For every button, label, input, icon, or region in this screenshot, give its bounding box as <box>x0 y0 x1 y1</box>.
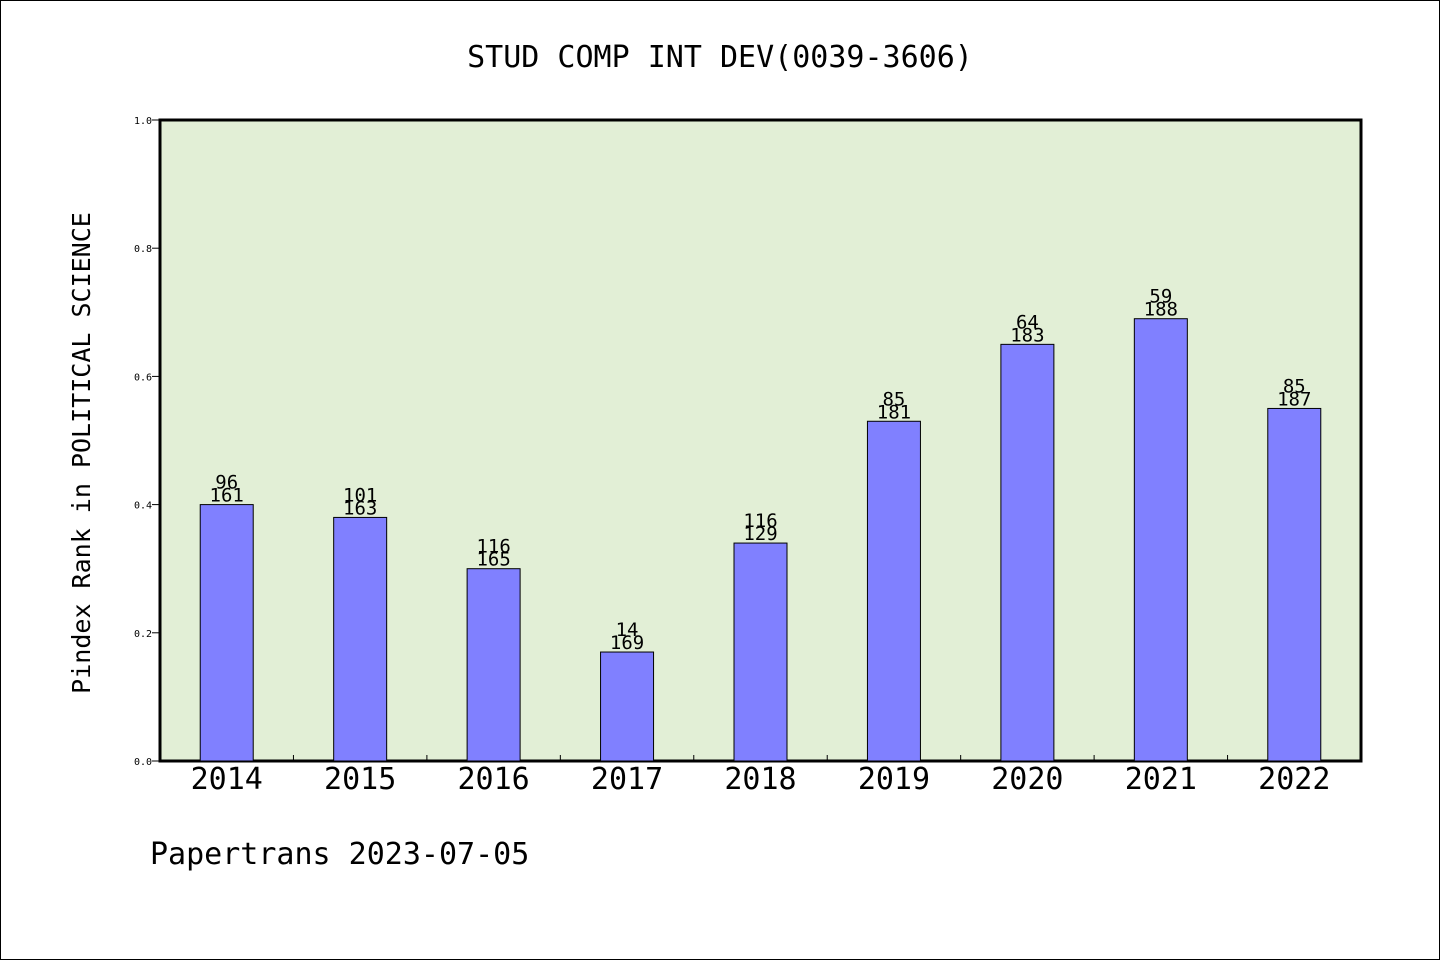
bar-label-bottom: 187 <box>1277 388 1311 410</box>
bar-label-bottom: 188 <box>1144 299 1178 321</box>
bar-label-top: 14 <box>616 619 639 641</box>
bar-label-top: 85 <box>1283 375 1306 397</box>
bar-2015 <box>333 516 388 762</box>
footer-text: Papertrans 2023-07-05 <box>150 837 529 872</box>
bar-2014 <box>199 504 254 762</box>
y-tick-label: 0.8 <box>134 244 152 255</box>
bar-label-bottom: 163 <box>343 497 377 519</box>
x-tick-label: 2022 <box>1258 762 1330 797</box>
x-tick-label: 2021 <box>1125 762 1197 797</box>
chart-title: STUD COMP INT DEV(0039-3606) <box>467 40 973 75</box>
bar-label-top: 96 <box>215 472 238 494</box>
bar-2017 <box>600 651 655 762</box>
y-axis: 0.0 0.2 0.4 0.6 0.8 1.0 <box>134 116 160 768</box>
x-tick-label: 2019 <box>858 762 930 797</box>
bar-label-top: 64 <box>1016 311 1039 333</box>
x-tick-label: 2018 <box>724 762 796 797</box>
bar-label-top: 101 <box>343 484 377 506</box>
bar-label-bottom: 181 <box>877 401 911 423</box>
bar-label-bottom: 169 <box>610 632 644 654</box>
x-tick-label: 2014 <box>191 762 263 797</box>
y-tick-label: 0.0 <box>134 757 152 768</box>
bar-2019 <box>866 420 921 762</box>
bar-2016 <box>466 568 521 762</box>
bar-2018 <box>733 542 788 762</box>
y-tick-label: 0.6 <box>134 372 152 383</box>
bar-label-bottom: 165 <box>476 549 510 571</box>
x-tick-label: 2017 <box>591 762 663 797</box>
x-tick-label: 2016 <box>457 762 529 797</box>
bar-label-bottom: 129 <box>743 523 777 545</box>
x-axis: 2014 2015 2016 2017 2018 2019 2020 2021 2022 <box>191 755 1330 797</box>
y-tick-label: 0.4 <box>134 501 152 512</box>
bar-2022 <box>1267 407 1322 762</box>
bar-2021 <box>1133 318 1188 762</box>
x-tick-label: 2020 <box>991 762 1063 797</box>
bar-label-top: 116 <box>476 536 510 558</box>
bar-label-top: 116 <box>743 510 777 532</box>
x-tick-label: 2015 <box>324 762 396 797</box>
bar-2020 <box>1000 343 1055 762</box>
bar-label-top: 59 <box>1149 286 1172 308</box>
y-tick-label: 0.2 <box>134 629 152 640</box>
bar-label-top: 85 <box>882 388 905 410</box>
y-tick-label: 1.0 <box>134 116 152 127</box>
bar-label-bottom: 161 <box>210 485 244 507</box>
bar-label-bottom: 183 <box>1010 324 1044 346</box>
y-axis-label: Pindex Rank in POLITICAL SCIENCE <box>67 212 96 694</box>
